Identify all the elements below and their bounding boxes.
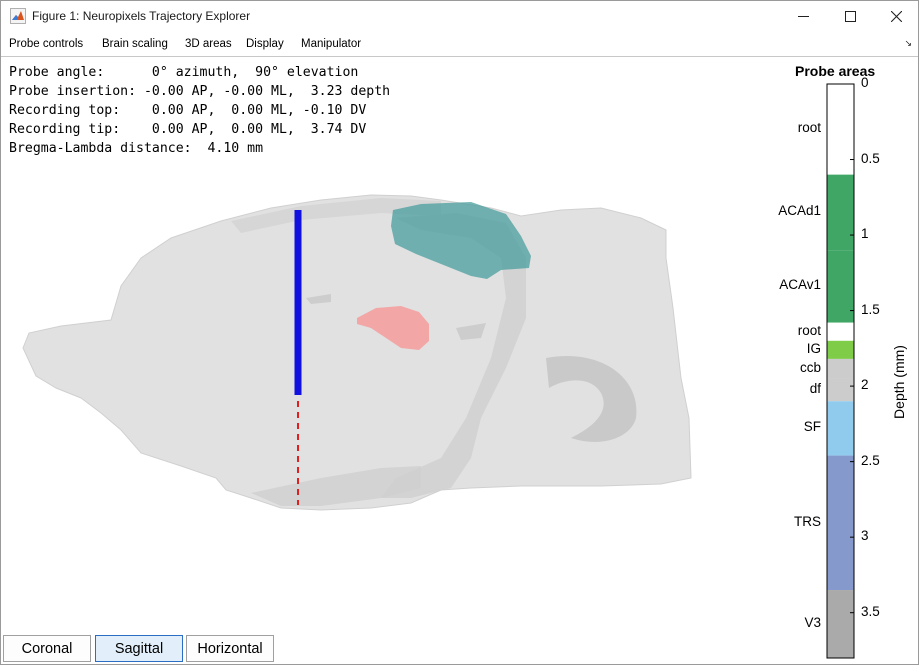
depth-tick-label-7: 3.5 bbox=[861, 603, 880, 619]
probe-area-label-6: df bbox=[809, 380, 821, 396]
brain-cortex-band bbox=[231, 198, 441, 233]
brain-3d-view[interactable] bbox=[1, 58, 701, 528]
close-icon bbox=[890, 11, 902, 22]
probe-area-label-3: root bbox=[797, 322, 821, 338]
depth-tick-label-5: 2.5 bbox=[861, 452, 880, 468]
probe-area-segment-9 bbox=[827, 590, 854, 658]
brain-lower-band bbox=[251, 466, 421, 506]
title-bar: Figure 1: Neuropixels Trajectory Explore… bbox=[1, 1, 918, 32]
probe-area-segment-0 bbox=[827, 84, 854, 175]
probe-area-segment-2 bbox=[827, 250, 854, 323]
minimize-button[interactable] bbox=[780, 1, 826, 32]
area-acc bbox=[391, 202, 531, 279]
info-line-probe-insertion: Probe insertion: -0.00 AP, -0.00 ML, 3.2… bbox=[9, 84, 391, 99]
probe-area-label-1: ACAd1 bbox=[778, 203, 821, 219]
probe-area-segment-7 bbox=[827, 401, 854, 456]
probe-area-label-8: TRS bbox=[794, 513, 821, 529]
area-pink bbox=[357, 306, 429, 350]
coronal-button[interactable]: Coronal bbox=[3, 635, 91, 662]
menu-3d-areas[interactable]: 3D areas bbox=[185, 38, 232, 50]
depth-tick-label-2: 1 bbox=[861, 226, 869, 242]
brain-small-structure bbox=[306, 294, 331, 304]
probe-area-segment-5 bbox=[827, 358, 854, 379]
menu-display[interactable]: Display bbox=[246, 38, 284, 50]
probe-area-segment-3 bbox=[827, 322, 854, 341]
menu-brain-scaling[interactable]: Brain scaling bbox=[102, 38, 168, 50]
window-title: Figure 1: Neuropixels Trajectory Explore… bbox=[32, 9, 251, 23]
matlab-icon bbox=[10, 8, 26, 24]
horizontal-button[interactable]: Horizontal bbox=[186, 635, 274, 662]
probe-area-label-2: ACAv1 bbox=[779, 277, 821, 293]
probe-area-segment-4 bbox=[827, 340, 854, 359]
info-line-bregma-lambda: Bregma-Lambda distance: 4.10 mm bbox=[9, 141, 264, 156]
menu-manipulator[interactable]: Manipulator bbox=[301, 38, 362, 50]
menu-bar: Probe controls Brain scaling 3D areas Di… bbox=[1, 33, 918, 57]
sagittal-button[interactable]: Sagittal bbox=[95, 635, 183, 662]
info-line-recording-top: Recording top: 0.00 AP, 0.00 ML, -0.10 D… bbox=[9, 103, 367, 118]
probe-area-label-5: ccb bbox=[799, 359, 821, 375]
maximize-button[interactable] bbox=[827, 1, 873, 32]
cerebellum-fold bbox=[546, 356, 637, 442]
depth-tick-label-3: 1.5 bbox=[861, 301, 880, 317]
probe-area-label-7: SF bbox=[803, 419, 821, 435]
depth-tick-label-0: 0 bbox=[861, 75, 869, 90]
depth-tick-label-1: 0.5 bbox=[861, 150, 880, 166]
probe-area-label-9: V3 bbox=[804, 615, 821, 630]
probe-areas-title: Probe areas bbox=[795, 63, 876, 79]
probe-areas-colorbar bbox=[826, 83, 855, 659]
close-button[interactable] bbox=[873, 1, 919, 32]
depth-tick-label-4: 2 bbox=[861, 377, 869, 393]
depth-axis-label: Depth (mm) bbox=[891, 345, 907, 419]
brain-small-structure-2 bbox=[456, 323, 486, 340]
minimize-icon bbox=[797, 11, 809, 22]
probe-area-segment-1 bbox=[827, 174, 854, 251]
figure-canvas: Probe angle: 0° azimuth, 90° elevation P… bbox=[1, 58, 918, 664]
maximize-icon bbox=[844, 11, 856, 22]
colorbar-frame bbox=[826, 83, 855, 659]
depth-tick-label-6: 3 bbox=[861, 528, 869, 544]
probe-area-label-4: IG bbox=[806, 340, 821, 356]
info-line-probe-angle: Probe angle: 0° azimuth, 90° elevation bbox=[9, 65, 359, 80]
probe-area-segment-6 bbox=[827, 378, 854, 402]
info-line-recording-tip: Recording tip: 0.00 AP, 0.00 ML, 3.74 DV bbox=[9, 122, 367, 137]
toolbar-expand-icon[interactable]: ↘ bbox=[904, 38, 912, 48]
menu-probe-controls[interactable]: Probe controls bbox=[9, 38, 84, 50]
probe-area-label-0: root bbox=[797, 120, 821, 136]
probe-area-segment-8 bbox=[827, 455, 854, 591]
